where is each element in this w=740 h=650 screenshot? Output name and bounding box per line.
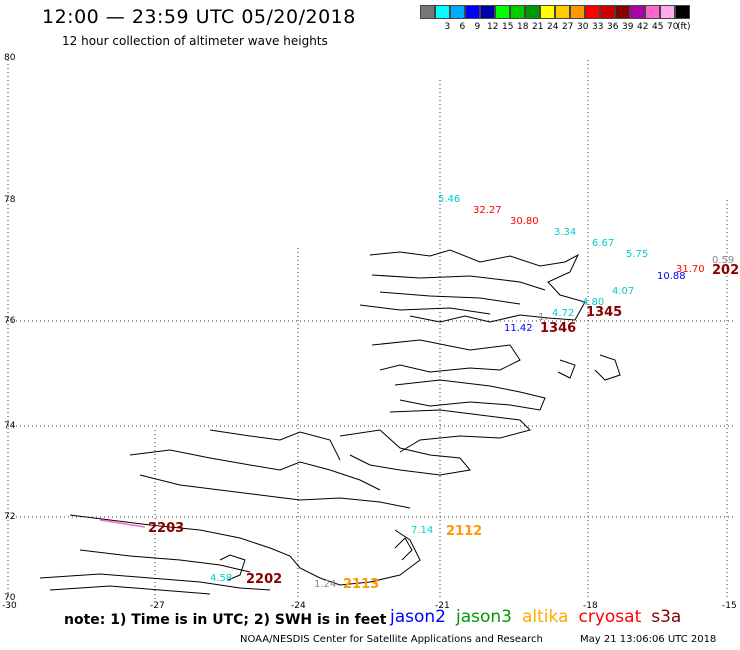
lon-label-21: -21 [435,601,450,611]
satellite-jason3: jason3 [456,607,512,627]
lat-label-76: 76 [4,316,16,326]
legend-swatch [510,5,525,19]
wave-label: 5.75 [626,249,648,260]
time-label: 1346 [540,321,576,336]
lat-label-78: 78 [4,195,16,205]
legend-label: 42 [637,22,649,32]
legend-swatch [570,5,585,19]
legend-label: 9 [474,22,481,32]
satellite-tracks [99,519,146,528]
wave-label: 4.58 [210,573,232,584]
legend-label: 70 [667,22,679,32]
legend-swatch [555,5,570,19]
satellite-altika: altika [522,607,569,627]
legend-label: 27 [562,22,574,32]
legend-swatch [630,5,645,19]
legend-swatch [420,5,435,19]
time-label: 2202 [246,572,282,587]
wave-label: 5.46 [438,194,460,205]
legend-swatch [495,5,510,19]
wave-label: 3.34 [554,227,576,238]
greenland-coastline [39,249,621,595]
time-label: 2203 [148,521,184,536]
legend-swatch [645,5,660,19]
legend-swatch [675,5,690,19]
wave-label: 11.42 [504,323,533,334]
legend-swatch [480,5,495,19]
wave-label: 6.67 [592,238,614,249]
legend-swatch [585,5,600,19]
wave-label: 31.70 [676,264,705,275]
lat-label-70: 70 [4,593,16,603]
satellite-jason2: jason2 [390,607,446,627]
lon-label-24: -24 [291,601,306,611]
wave-label: 10.88 [657,271,686,282]
legend-swatch [615,5,630,19]
wave-label: 0.59 [712,255,734,266]
chart-subtitle: 12 hour collection of altimeter wave hei… [62,34,328,48]
legend-swatch [525,5,540,19]
time-label: 1345 [586,305,622,320]
wave-label: 32.27 [473,205,502,216]
satellite-s3a: s3a [651,607,682,627]
graticule [7,60,736,600]
legend-label: 21 [532,22,544,32]
legend-label: 39 [622,22,634,32]
wave-label: 4.80 [582,297,604,308]
lon-label-15: -15 [722,601,737,611]
wave-label: 4.07 [612,286,634,297]
time-label: 2113 [343,577,379,592]
legend-label: 45 [652,22,664,32]
legend-label: 36 [607,22,619,32]
footer-note: note: 1) Time is in UTC; 2) SWH is in fe… [64,612,387,628]
lat-label-72: 72 [4,512,15,522]
legend-swatch [450,5,465,19]
legend-swatch [540,5,555,19]
legend-label: 6 [459,22,466,32]
time-label: 202 [712,263,739,278]
chart-title: 12:00 — 23:59 UTC 05/20/2018 [42,6,356,28]
legend-label: 24 [547,22,559,32]
wave-label: 1. [538,312,548,323]
satellite-legend: jason2 jason3 altika cryosat s3a [390,607,681,627]
wave-label: 1.24 [314,579,336,590]
legend-label: 33 [592,22,604,32]
legend-swatch [660,5,675,19]
time-label: 2112 [446,524,482,539]
lon-label-27: -27 [150,601,165,611]
lon-label-30: -30 [2,601,17,611]
credit-text: NOAA/NESDIS Center for Satellite Applica… [240,634,543,645]
credit-date: May 21 13:06:06 UTC 2018 [580,634,717,645]
color-legend [420,5,690,19]
lon-label-18: -18 [583,601,598,611]
legend-label: (ft) [677,22,691,32]
legend-swatch [435,5,450,19]
wave-label: 7.14 [411,525,433,536]
wave-label: 30.80 [510,216,539,227]
legend-swatch [465,5,480,19]
legend-label: 15 [502,22,514,32]
lat-label-74: 74 [4,421,16,431]
lat-label-80: 80 [4,53,16,63]
legend-label: 30 [577,22,589,32]
satellite-cryosat: cryosat [578,607,642,627]
legend-swatch [600,5,615,19]
legend-label: 3 [444,22,451,32]
legend-label: 18 [517,22,529,32]
legend-label: 12 [487,22,499,32]
wave-label: 4.72 [552,308,574,319]
